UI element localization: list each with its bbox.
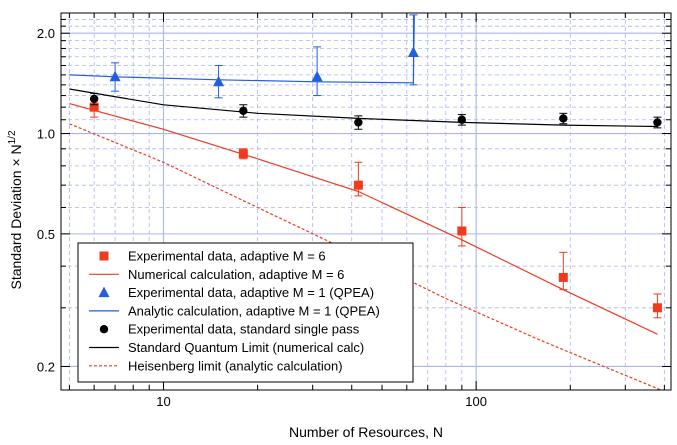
- series-layer: [69, 14, 662, 391]
- y-axis-label-exponent: 1/2: [7, 130, 18, 144]
- data-point: [652, 303, 662, 313]
- series-line: [69, 103, 658, 335]
- data-point: [353, 180, 363, 190]
- y-axis-label: Standard Deviation × N1/2: [7, 130, 24, 289]
- data-point: [559, 114, 568, 123]
- data-point: [457, 226, 467, 236]
- data-point: [653, 118, 662, 127]
- data-point: [311, 70, 323, 82]
- legend-marker-swatch: [99, 325, 109, 334]
- x-tick-label: 100: [465, 394, 487, 409]
- legend-marker-swatch: [99, 251, 109, 261]
- series-line: [69, 14, 415, 84]
- legend-marker-swatch: [98, 286, 110, 298]
- legend-box: [77, 242, 414, 383]
- legend-label: Analytic calculation, adaptive M = 1 (QP…: [128, 303, 380, 318]
- y-tick-label: 0.5: [37, 227, 55, 242]
- data-point: [89, 94, 99, 104]
- axes: 10 100 0.2 0.5 1.0 2.0: [37, 13, 671, 409]
- legend-label: Experimental data, standard single pass: [128, 322, 360, 337]
- legend-label: Numerical calculation, adaptive M = 6: [128, 267, 344, 282]
- y-tick-label: 1.0: [37, 127, 55, 142]
- plot-frame: [60, 12, 672, 391]
- x-tick-label: 10: [156, 394, 170, 409]
- data-point: [213, 75, 225, 87]
- y-tick-label: 2.0: [37, 26, 55, 41]
- series-line: [69, 88, 658, 128]
- y-axis-label-main: Standard Deviation × N: [8, 144, 24, 289]
- legend-label: Standard Quantum Limit (numerical calc): [128, 340, 364, 355]
- legend-label: Experimental data, adaptive M = 1 (QPEA): [128, 285, 374, 300]
- data-point: [89, 102, 99, 112]
- data-point: [239, 106, 248, 116]
- data-point: [558, 272, 568, 282]
- legend-label: Experimental data, adaptive M = 6: [128, 249, 326, 264]
- legend-label: Heisenberg limit (analytic calculation): [128, 358, 343, 373]
- x-axis-label: Number of Resources, N: [289, 424, 443, 440]
- data-point: [109, 70, 121, 82]
- series-5: [69, 88, 658, 128]
- series-4: [89, 92, 662, 130]
- y-tick-label: 0.2: [37, 359, 55, 374]
- legend: Experimental data, adaptive M = 6 Numeric…: [77, 242, 414, 383]
- series-3: [69, 14, 415, 84]
- series-1: [69, 103, 658, 335]
- data-point: [354, 118, 363, 127]
